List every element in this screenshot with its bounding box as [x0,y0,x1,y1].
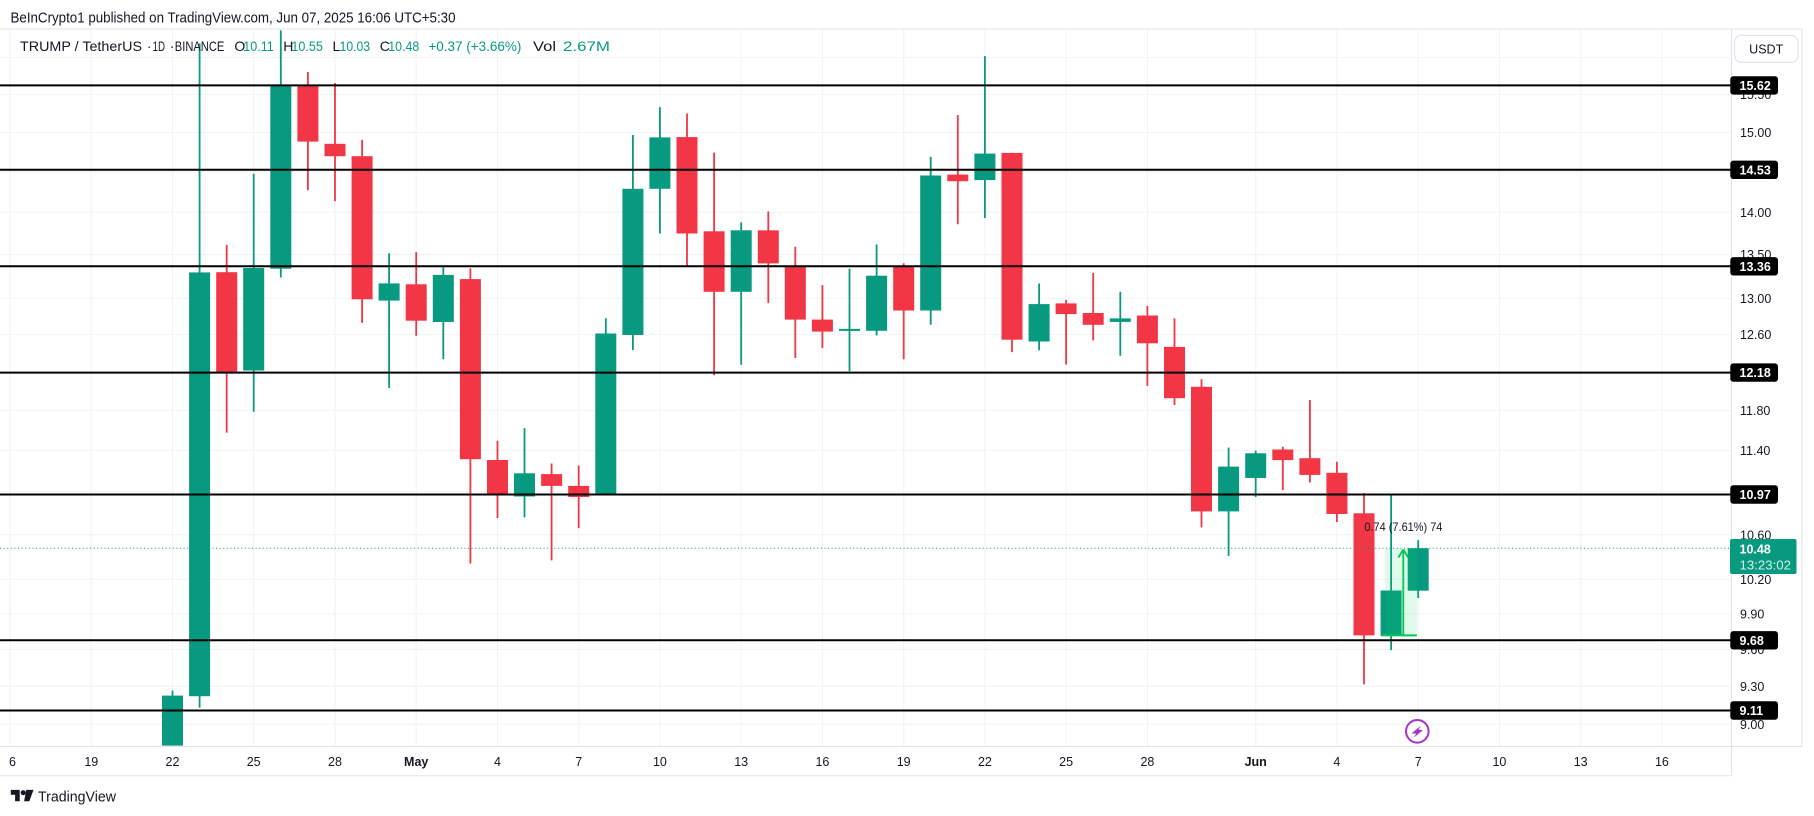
svg-text:10.60: 10.60 [1740,528,1771,542]
svg-text:USDT: USDT [1749,43,1783,57]
svg-text:28: 28 [328,755,342,769]
svg-text:13: 13 [1574,755,1588,769]
svg-text:25: 25 [247,755,261,769]
svg-text:12.60: 12.60 [1740,328,1771,342]
svg-text:Jun: Jun [1245,755,1267,769]
svg-text:10.20: 10.20 [1740,573,1771,587]
svg-text:6: 6 [9,755,16,769]
svg-text:C: C [380,38,390,54]
svg-text:15.00: 15.00 [1740,126,1771,140]
svg-text:H: H [283,38,293,54]
svg-text:25: 25 [1059,755,1073,769]
svg-text:22: 22 [978,755,992,769]
svg-text:+0.37 (+3.66%): +0.37 (+3.66%) [428,38,521,54]
svg-text:22: 22 [166,755,180,769]
svg-text:10.11: 10.11 [243,38,274,54]
svg-text:0.74 (7.61%) 74: 0.74 (7.61%) 74 [1364,520,1442,534]
svg-text:4: 4 [494,755,501,769]
svg-text:16: 16 [815,755,829,769]
svg-text:BINANCE: BINANCE [175,38,225,54]
svg-text:9.00: 9.00 [1740,718,1764,732]
svg-text:9.90: 9.90 [1740,608,1764,622]
svg-text:O: O [234,38,245,54]
svg-text:10: 10 [653,755,667,769]
svg-text:10.48: 10.48 [1740,542,1771,556]
svg-text:14.00: 14.00 [1740,206,1771,220]
svg-text:2.67M: 2.67M [563,38,610,54]
svg-text:28: 28 [1140,755,1154,769]
svg-text:May: May [404,755,428,769]
svg-text:1D: 1D [153,38,166,54]
svg-text:12.18: 12.18 [1740,366,1771,380]
svg-text:10: 10 [1492,755,1506,769]
svg-text:TRUMP / TetherUS: TRUMP / TetherUS [20,38,142,54]
svg-text:10.55: 10.55 [291,38,323,54]
svg-text:7: 7 [575,755,582,769]
svg-text:9.30: 9.30 [1740,680,1764,694]
svg-text:13.00: 13.00 [1740,292,1771,306]
svg-text:13:23:02: 13:23:02 [1740,559,1792,573]
svg-text:10.03: 10.03 [340,38,371,54]
svg-text:15.62: 15.62 [1740,79,1771,93]
svg-text:11.40: 11.40 [1740,444,1770,458]
svg-text:19: 19 [84,755,98,769]
svg-text:11.80: 11.80 [1740,404,1770,418]
svg-text:9.11: 9.11 [1740,704,1764,718]
svg-text:9.68: 9.68 [1740,634,1764,648]
svg-text:16: 16 [1655,755,1669,769]
svg-text:Vol: Vol [533,38,556,54]
svg-text:14.53: 14.53 [1740,163,1771,177]
svg-text:7: 7 [1415,755,1422,769]
svg-text:L: L [333,38,341,54]
svg-text:19: 19 [897,755,911,769]
svg-text:10.48: 10.48 [388,38,419,54]
svg-text:13: 13 [734,755,748,769]
svg-text:TradingView: TradingView [38,789,116,806]
svg-text:13.36: 13.36 [1740,260,1771,274]
svg-text:10.97: 10.97 [1740,488,1771,502]
svg-text:4: 4 [1333,755,1340,769]
svg-text:·: · [147,38,152,54]
svg-text:·: · [170,38,175,54]
svg-text:BeInCrypto1 published on Tradi: BeInCrypto1 published on TradingView.com… [11,9,456,26]
